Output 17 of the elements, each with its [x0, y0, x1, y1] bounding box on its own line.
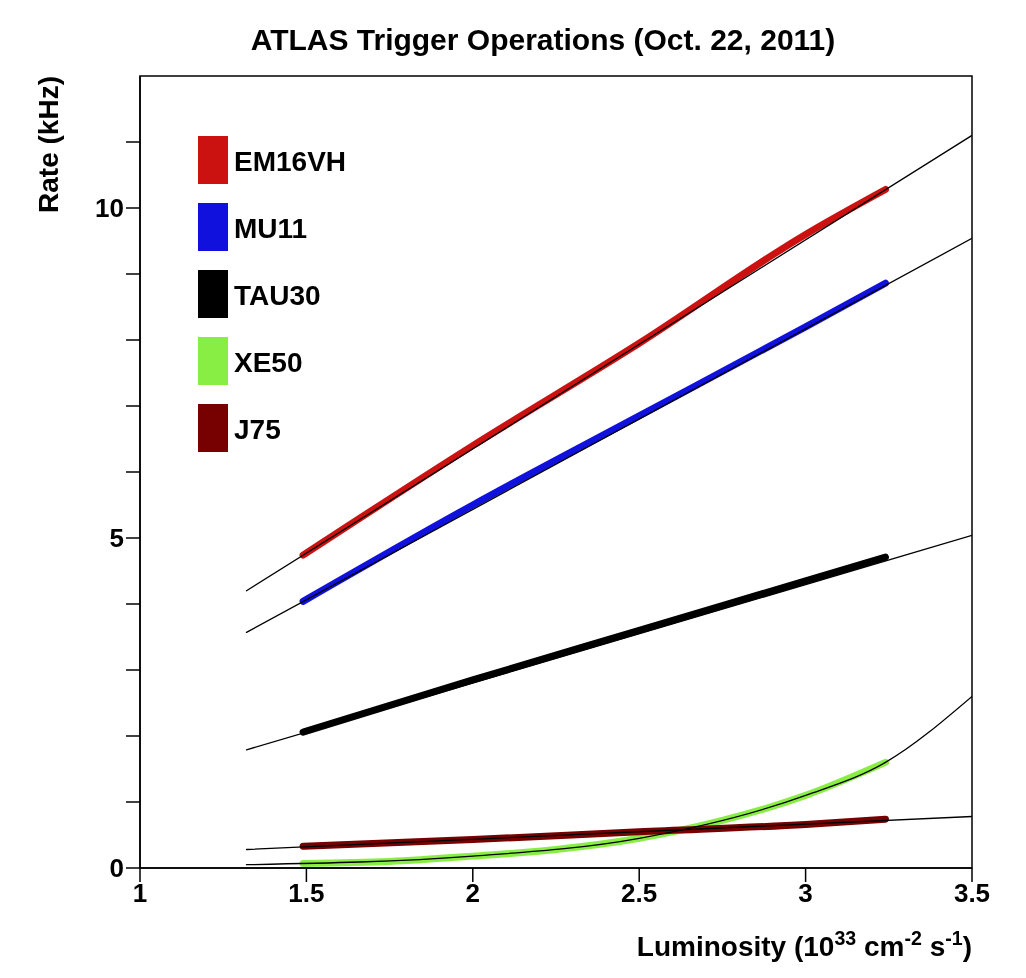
legend-label: TAU30	[234, 280, 321, 311]
x-axis-title: Luminosity (10$^{33}$ cm$^{-2}$ s$^{-1}$)	[636, 927, 972, 962]
legend-label: MU11	[234, 213, 308, 244]
x-tick-label: 3	[798, 878, 813, 909]
legend-label: XE50	[234, 347, 303, 378]
x-tick-label: 3.5	[953, 878, 991, 909]
chart-title: ATLAS Trigger Operations (Oct. 22, 2011)	[250, 23, 836, 56]
legend-label: J75	[234, 414, 281, 445]
y-axis-title: Rate (kHz)	[33, 76, 64, 213]
y-tick-label: 10	[95, 193, 124, 224]
x-tick-label: 1	[132, 878, 148, 909]
x-tick-label: 1.5	[288, 878, 325, 909]
legend-label: EM16VH	[234, 146, 347, 177]
x-tick-label: 2	[465, 878, 481, 909]
y-tick-label: 5	[109, 523, 124, 554]
x-tick-label: 2.5	[621, 878, 658, 909]
y-tick-label: 0	[109, 853, 124, 884]
